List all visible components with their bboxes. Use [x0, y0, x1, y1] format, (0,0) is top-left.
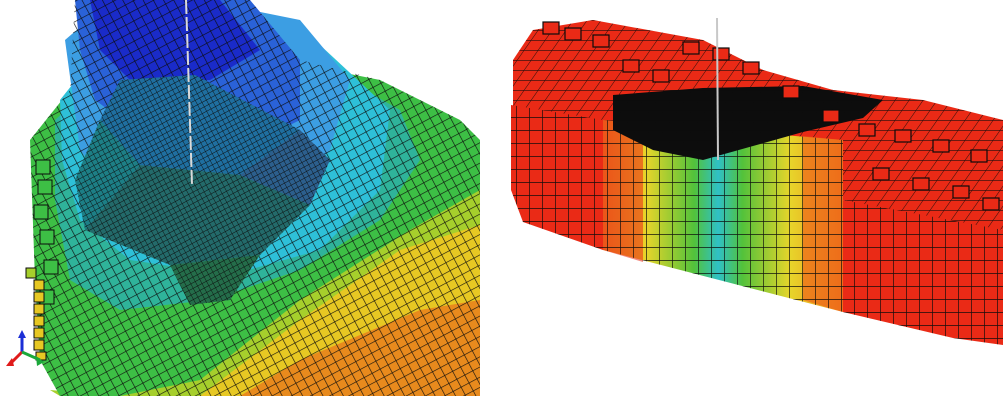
well-trajectory: [716, 17, 719, 161]
front-grid-overlay: [511, 105, 1003, 345]
cavity-floor-grid: [613, 86, 883, 160]
left-stepped-edge: [33, 159, 59, 305]
left-voxel-model: [6, 0, 480, 396]
isolated-column: [25, 267, 47, 361]
right-3d-viewport[interactable]: [503, 0, 1003, 396]
cavity-grid-overlay: [75, 75, 330, 305]
axis-triad: [6, 330, 44, 366]
right-voxel-model: [511, 17, 1003, 345]
top-crenellations: [542, 21, 1000, 211]
left-3d-viewport[interactable]: [0, 0, 480, 396]
well-trajectory: [185, 0, 193, 186]
